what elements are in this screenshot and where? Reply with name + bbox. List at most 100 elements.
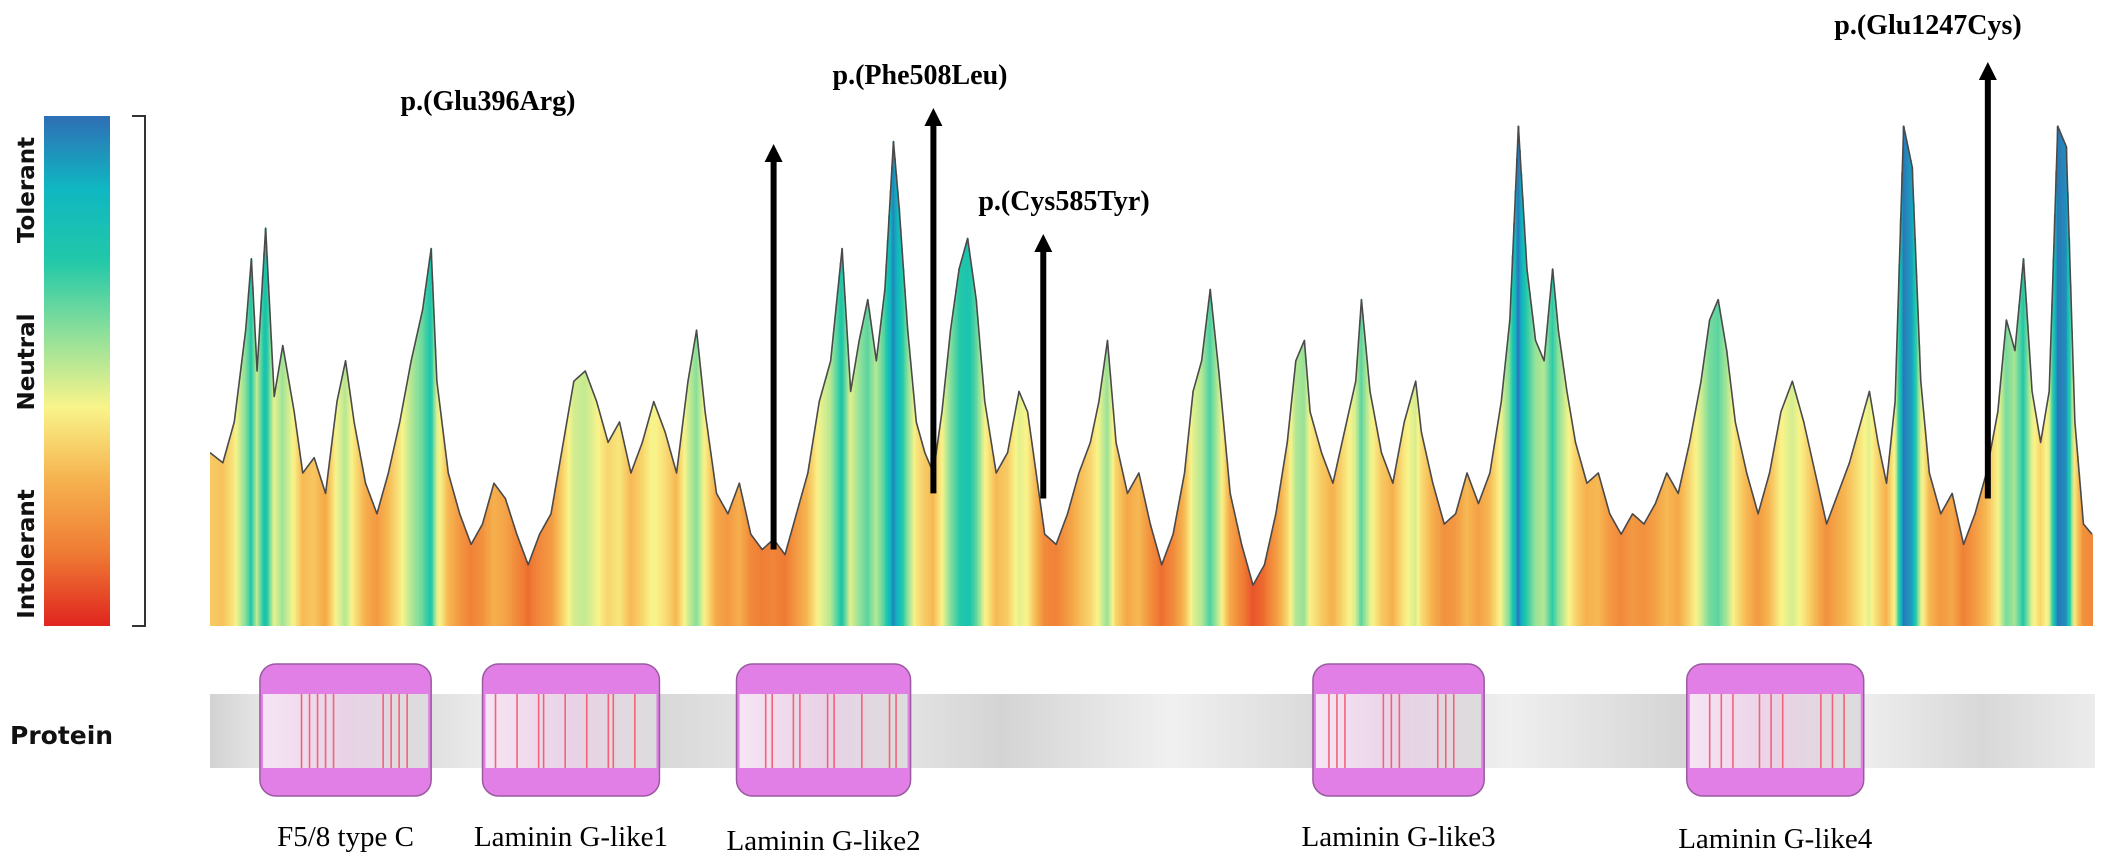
tolerance-bar [1811,460,1814,626]
tolerance-bar [559,455,563,626]
tolerance-bar [1685,455,1688,626]
variant-marker: p.(Phe508Leu) [833,60,1008,494]
tolerance-bar [1045,535,1048,626]
tolerance-bar [1737,434,1740,626]
tolerance-bar [1339,451,1342,626]
tolerance-bar [960,258,963,626]
tolerance-bar [330,447,333,626]
tolerance-bar [1749,488,1752,626]
tolerance-bar [1087,446,1090,626]
tolerance-bar [1560,350,1563,626]
tolerance-bar [1133,480,1136,626]
tolerance-bar [1664,476,1667,626]
tolerance-bar [1978,498,1981,626]
tolerance-bar [1588,480,1591,626]
tolerance-bar [785,549,788,626]
tolerance-bar [1173,526,1176,626]
tolerance-bar [1410,396,1413,626]
tolerance-bar [1244,559,1247,626]
tolerance-bar [601,422,604,626]
tolerance-bar [759,547,762,626]
tolerance-bar [1524,245,1527,626]
tolerance-bar [1832,504,1835,626]
tolerance-bar [1677,493,1680,626]
tolerance-bar [1520,173,1523,627]
tolerance-bar [452,493,456,626]
tolerance-bar [1865,401,1868,626]
tolerance-bar [1022,401,1025,626]
tolerance-bar [839,262,842,626]
tolerance-bar [2022,258,2025,626]
tolerance-bar [1894,401,1897,626]
tolerance-bar [755,541,758,626]
tolerance-bar [995,473,998,626]
tolerance-bar [1962,544,1965,626]
tolerance-bar [1102,371,1105,626]
tolerance-bar [1126,493,1129,626]
tolerance-bar [2033,408,2036,626]
tolerance-bar [762,548,765,626]
tolerance-bar [241,353,244,626]
tolerance-bar [1882,469,1885,626]
tolerance-bar [758,545,761,626]
tolerance-bar [899,228,902,626]
tolerance-bar [397,428,400,626]
tolerance-bar [257,347,260,626]
tolerance-bar [1072,493,1075,626]
tolerance-bar [1376,429,1379,626]
tolerance-bar [1438,508,1441,626]
tolerance-bar [1615,526,1618,626]
domain-label: Laminin G-like4 [1678,823,1873,855]
tolerance-bar [1842,478,1845,626]
tolerance-bar [1575,447,1578,626]
tolerance-bar [1099,391,1102,626]
tolerance-bar [1647,516,1650,626]
tolerance-bar [588,382,591,626]
tolerance-bar [655,409,658,626]
tolerance-bar [1799,411,1802,626]
tolerance-bar [1276,504,1279,626]
tolerance-bar [1871,408,1874,626]
tolerance-bar [1607,508,1610,626]
tolerance-bar [1184,459,1187,626]
tolerance-bar [1428,470,1431,626]
tolerance-bar [298,452,301,626]
tolerance-bar [1269,539,1272,626]
tolerance-bar [1620,534,1623,626]
tolerance-bar [1934,493,1937,626]
tolerance-bar [1488,473,1491,626]
tolerance-bar [1470,484,1473,626]
tolerance-bar [1815,479,1818,626]
tolerance-bar [1547,314,1550,626]
tolerance-bar [809,455,812,626]
tolerance-bar [1911,167,1914,626]
tolerance-bar [1521,197,1524,626]
tolerance-bar [1172,534,1175,626]
tolerance-bar [1304,358,1307,626]
tolerance-bar [435,381,438,626]
variant-arrowhead [764,144,783,162]
tolerance-bar [876,348,879,626]
tolerance-bar [478,529,481,626]
tolerance-bar [805,478,808,626]
tolerance-bar [1747,478,1750,626]
tolerance-bar [1905,139,1908,627]
tolerance-bar [873,350,876,626]
tolerance-bar [1423,444,1426,626]
tolerance-bar [441,427,444,626]
tolerance-bar [367,490,370,626]
tolerance-bar [953,299,956,626]
tolerance-bar [1033,462,1036,626]
tolerance-bar [1618,531,1621,626]
tolerance-bar [1513,223,1516,626]
tolerance-bar [1671,483,1674,626]
tolerance-bar [1129,488,1132,626]
tolerance-bar [1996,411,1999,626]
tolerance-bar [425,279,428,626]
tolerance-bar [1050,540,1053,626]
tolerance-bar [1253,582,1256,626]
tolerance-bar [695,330,698,626]
tolerance-bar [1095,415,1098,626]
tolerance-bar [883,289,886,626]
tolerance-bar [1019,394,1022,626]
